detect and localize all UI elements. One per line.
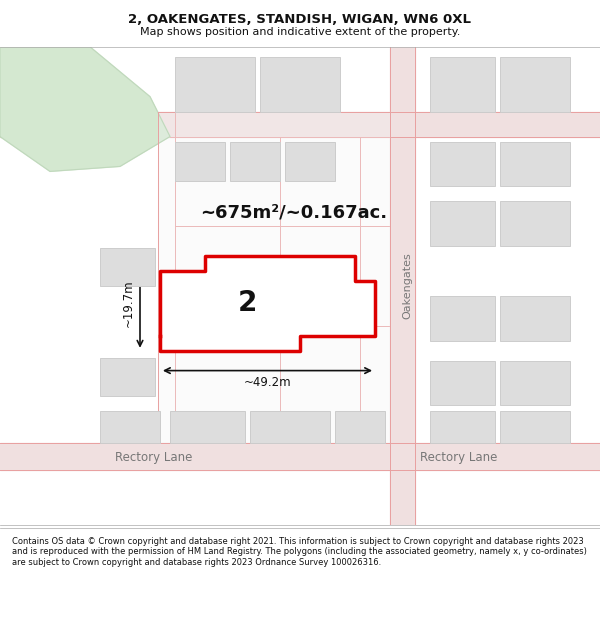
Polygon shape	[335, 411, 385, 443]
Text: 2, OAKENGATES, STANDISH, WIGAN, WN6 0XL: 2, OAKENGATES, STANDISH, WIGAN, WN6 0XL	[128, 13, 472, 26]
Text: Map shows position and indicative extent of the property.: Map shows position and indicative extent…	[140, 26, 460, 36]
Polygon shape	[500, 57, 570, 112]
Polygon shape	[158, 112, 390, 443]
Text: ~19.7m: ~19.7m	[122, 279, 135, 327]
Polygon shape	[175, 141, 225, 181]
Polygon shape	[170, 411, 245, 443]
Polygon shape	[500, 141, 570, 186]
Polygon shape	[0, 443, 600, 470]
Polygon shape	[0, 47, 80, 126]
Text: Contains OS data © Crown copyright and database right 2021. This information is : Contains OS data © Crown copyright and d…	[12, 537, 587, 567]
Text: Rectory Lane: Rectory Lane	[420, 451, 497, 464]
Text: ~675m²/~0.167ac.: ~675m²/~0.167ac.	[200, 203, 387, 221]
Polygon shape	[100, 411, 160, 443]
Text: 2: 2	[238, 289, 257, 318]
Polygon shape	[500, 361, 570, 406]
Polygon shape	[500, 201, 570, 246]
Polygon shape	[100, 248, 155, 286]
Polygon shape	[160, 256, 375, 351]
Polygon shape	[430, 201, 495, 246]
Polygon shape	[500, 296, 570, 341]
Polygon shape	[100, 357, 155, 396]
Polygon shape	[430, 57, 495, 112]
Polygon shape	[430, 141, 495, 186]
Polygon shape	[175, 57, 255, 112]
Polygon shape	[230, 141, 280, 181]
Polygon shape	[430, 361, 495, 406]
Polygon shape	[430, 411, 495, 443]
Polygon shape	[0, 47, 170, 171]
Polygon shape	[260, 57, 340, 112]
Polygon shape	[390, 47, 415, 525]
Polygon shape	[285, 141, 335, 181]
Polygon shape	[250, 411, 330, 443]
Text: ~49.2m: ~49.2m	[244, 376, 292, 389]
Polygon shape	[500, 411, 570, 443]
Text: Oakengates: Oakengates	[402, 253, 412, 319]
Text: Rectory Lane: Rectory Lane	[115, 451, 193, 464]
Polygon shape	[0, 112, 600, 136]
Polygon shape	[430, 296, 495, 341]
